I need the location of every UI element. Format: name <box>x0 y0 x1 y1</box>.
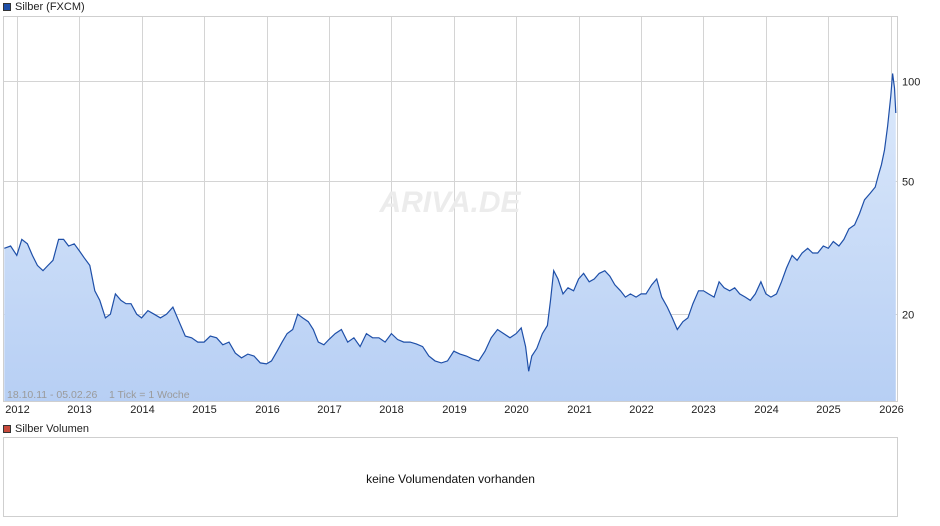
info-text: 18.10.11 - 05.02.26 1 Tick = 1 Woche <box>7 389 190 401</box>
x-tick-label: 2016 <box>255 404 279 416</box>
price-area <box>4 73 896 401</box>
y-tick-label: 20 <box>902 310 914 322</box>
x-tick-label: 2015 <box>192 404 216 416</box>
x-tick-label: 2013 <box>67 404 91 416</box>
price-line <box>4 73 897 372</box>
x-tick-label: 2020 <box>504 404 528 416</box>
legend-silber: Silber (FXCM) <box>3 1 85 13</box>
y-axis: 20 50 100 <box>902 77 920 322</box>
legend-volumen: Silber Volumen <box>3 423 89 435</box>
price-chart: ARIVA.DE 18.10.11 - 05.02.26 1 Tick = 1 … <box>3 16 920 416</box>
x-tick-label: 2026 <box>879 404 903 416</box>
y-tick-label: 50 <box>902 177 914 189</box>
legend-swatch-icon <box>3 425 11 433</box>
x-tick-label: 2014 <box>130 404 154 416</box>
x-tick-label: 2012 <box>5 404 29 416</box>
x-tick-label: 2022 <box>629 404 653 416</box>
volume-empty-message: keine Volumendaten vorhanden <box>366 472 535 486</box>
x-axis: 2012 2013 2014 2015 2016 2017 2018 2019 2020 2021… <box>5 404 903 416</box>
legend-label: Silber Volumen <box>15 423 89 435</box>
watermark: ARIVA.DE <box>378 186 521 219</box>
volume-panel: keine Volumendaten vorhanden <box>3 437 898 517</box>
x-tick-label: 2024 <box>754 404 778 416</box>
x-tick-label: 2021 <box>567 404 591 416</box>
y-tick-label: 100 <box>902 77 920 89</box>
legend-label: Silber (FXCM) <box>15 1 85 13</box>
x-tick-label: 2019 <box>442 404 466 416</box>
x-tick-label: 2023 <box>691 404 715 416</box>
x-tick-label: 2017 <box>317 404 341 416</box>
x-tick-label: 2025 <box>816 404 840 416</box>
legend-swatch-icon <box>3 3 11 11</box>
x-tick-label: 2018 <box>379 404 403 416</box>
